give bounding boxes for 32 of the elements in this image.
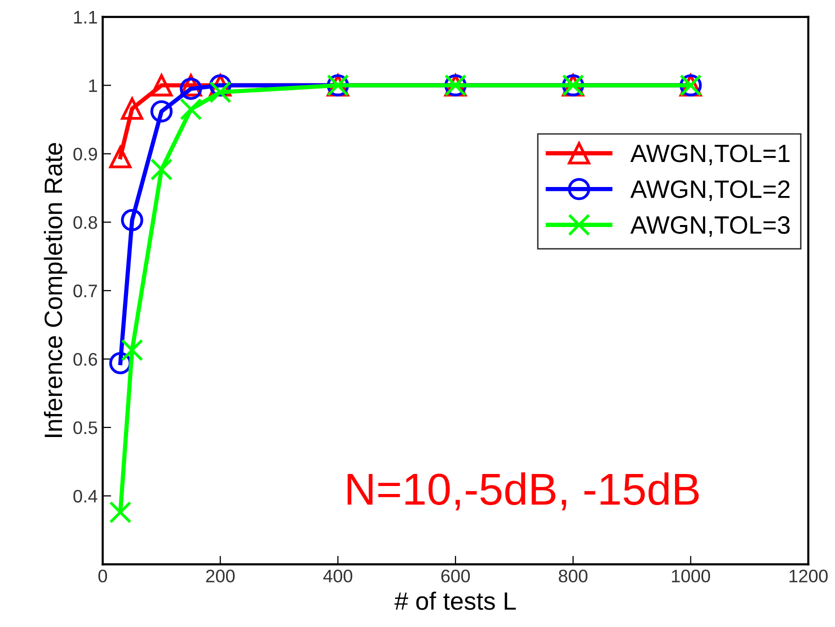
point: [120, 209, 144, 232]
point: [150, 74, 173, 96]
x-axis-title: # of tests L: [394, 592, 516, 610]
point: [120, 98, 144, 120]
x-tick-label: 1200: [790, 570, 828, 582]
y-axis-title: Inference Completion Rate: [44, 143, 68, 437]
point: [209, 81, 232, 104]
point: [109, 146, 132, 168]
legend-label: AWGN,TOL=3: [630, 216, 790, 237]
y-tick-label: 0.7: [73, 284, 97, 298]
x-tick-label: 0: [98, 570, 108, 582]
y-tick-label: 0.4: [73, 490, 98, 503]
point: [120, 339, 144, 362]
point: [180, 78, 202, 100]
point: [109, 501, 132, 524]
legend-label: AWGN,TOL=2: [630, 180, 790, 202]
y-tick-label: 0.5: [73, 421, 98, 434]
y-tick-label: 0.6: [73, 352, 98, 366]
y-tick-label: 1.1: [74, 11, 97, 24]
x-tick-label: 1000: [672, 570, 710, 582]
annotation: N=10,-5dB, -15dB: [348, 472, 699, 510]
x-tick-label: 200: [206, 570, 235, 582]
point: [150, 100, 173, 122]
y-tick-label: 1: [89, 79, 97, 92]
x-tick-label: 800: [558, 570, 588, 582]
point: [150, 158, 173, 181]
y-tick-label: 0.9: [73, 148, 97, 160]
y-tick-label: 0.8: [73, 216, 98, 229]
legend-label: AWGN,TOL=1: [630, 144, 790, 166]
point: [180, 98, 202, 120]
x-tick-label: 600: [441, 570, 470, 582]
x-tick-label: 400: [323, 570, 352, 582]
